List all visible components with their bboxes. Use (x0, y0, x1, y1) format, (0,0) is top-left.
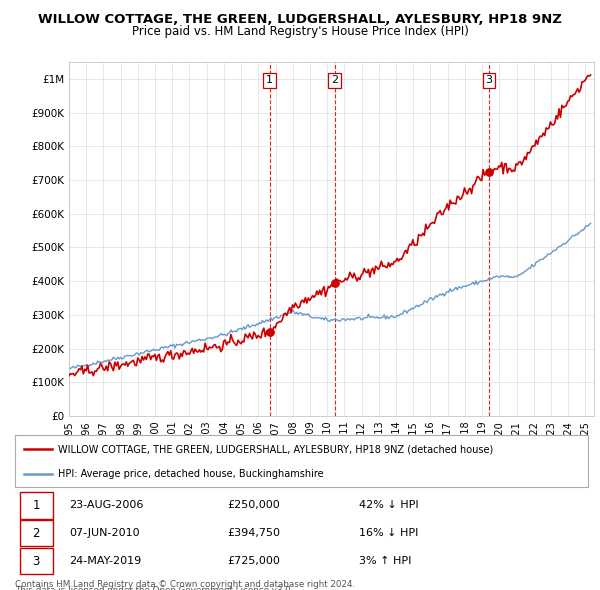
Text: 3: 3 (32, 555, 40, 568)
Text: WILLOW COTTAGE, THE GREEN, LUDGERSHALL, AYLESBURY, HP18 9NZ: WILLOW COTTAGE, THE GREEN, LUDGERSHALL, … (38, 13, 562, 26)
Text: £394,750: £394,750 (227, 529, 280, 538)
Text: 42% ↓ HPI: 42% ↓ HPI (359, 500, 418, 510)
Text: 1: 1 (266, 76, 273, 86)
FancyBboxPatch shape (15, 435, 588, 487)
FancyBboxPatch shape (20, 520, 53, 546)
Text: 16% ↓ HPI: 16% ↓ HPI (359, 529, 418, 538)
Point (265, 327, 274, 336)
Point (484, 167, 494, 176)
Text: Contains HM Land Registry data © Crown copyright and database right 2024.: Contains HM Land Registry data © Crown c… (15, 580, 355, 589)
Text: 24-MAY-2019: 24-MAY-2019 (70, 556, 142, 566)
Text: 2: 2 (32, 527, 40, 540)
FancyBboxPatch shape (20, 492, 53, 519)
Text: 3: 3 (485, 76, 493, 86)
Text: This data is licensed under the Open Government Licence v3.0.: This data is licensed under the Open Gov… (15, 586, 293, 590)
Text: 2: 2 (331, 76, 338, 86)
Text: HPI: Average price, detached house, Buckinghamshire: HPI: Average price, detached house, Buck… (58, 469, 323, 478)
Point (330, 278, 340, 287)
Text: £725,000: £725,000 (227, 556, 280, 566)
Text: 3% ↑ HPI: 3% ↑ HPI (359, 556, 411, 566)
Text: 1: 1 (32, 499, 40, 512)
Text: 07-JUN-2010: 07-JUN-2010 (70, 529, 140, 538)
FancyBboxPatch shape (20, 548, 53, 575)
Text: 23-AUG-2006: 23-AUG-2006 (70, 500, 144, 510)
Text: WILLOW COTTAGE, THE GREEN, LUDGERSHALL, AYLESBURY, HP18 9NZ (detached house): WILLOW COTTAGE, THE GREEN, LUDGERSHALL, … (58, 444, 493, 454)
Text: Price paid vs. HM Land Registry's House Price Index (HPI): Price paid vs. HM Land Registry's House … (131, 25, 469, 38)
Text: £250,000: £250,000 (227, 500, 280, 510)
